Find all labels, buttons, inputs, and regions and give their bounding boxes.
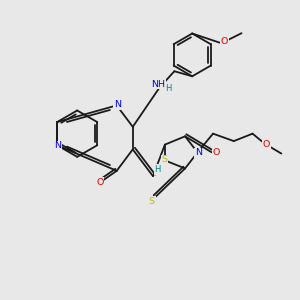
- Text: O: O: [212, 148, 220, 157]
- Text: N: N: [195, 148, 202, 158]
- Text: O: O: [220, 37, 228, 46]
- Text: S: S: [149, 196, 155, 206]
- Text: N: N: [54, 141, 61, 150]
- Text: O: O: [96, 178, 103, 187]
- Text: O: O: [263, 140, 270, 148]
- Text: H: H: [154, 165, 161, 174]
- Text: NH: NH: [151, 80, 165, 88]
- Text: H: H: [165, 84, 172, 93]
- Text: N: N: [114, 100, 121, 109]
- Text: S: S: [161, 155, 167, 164]
